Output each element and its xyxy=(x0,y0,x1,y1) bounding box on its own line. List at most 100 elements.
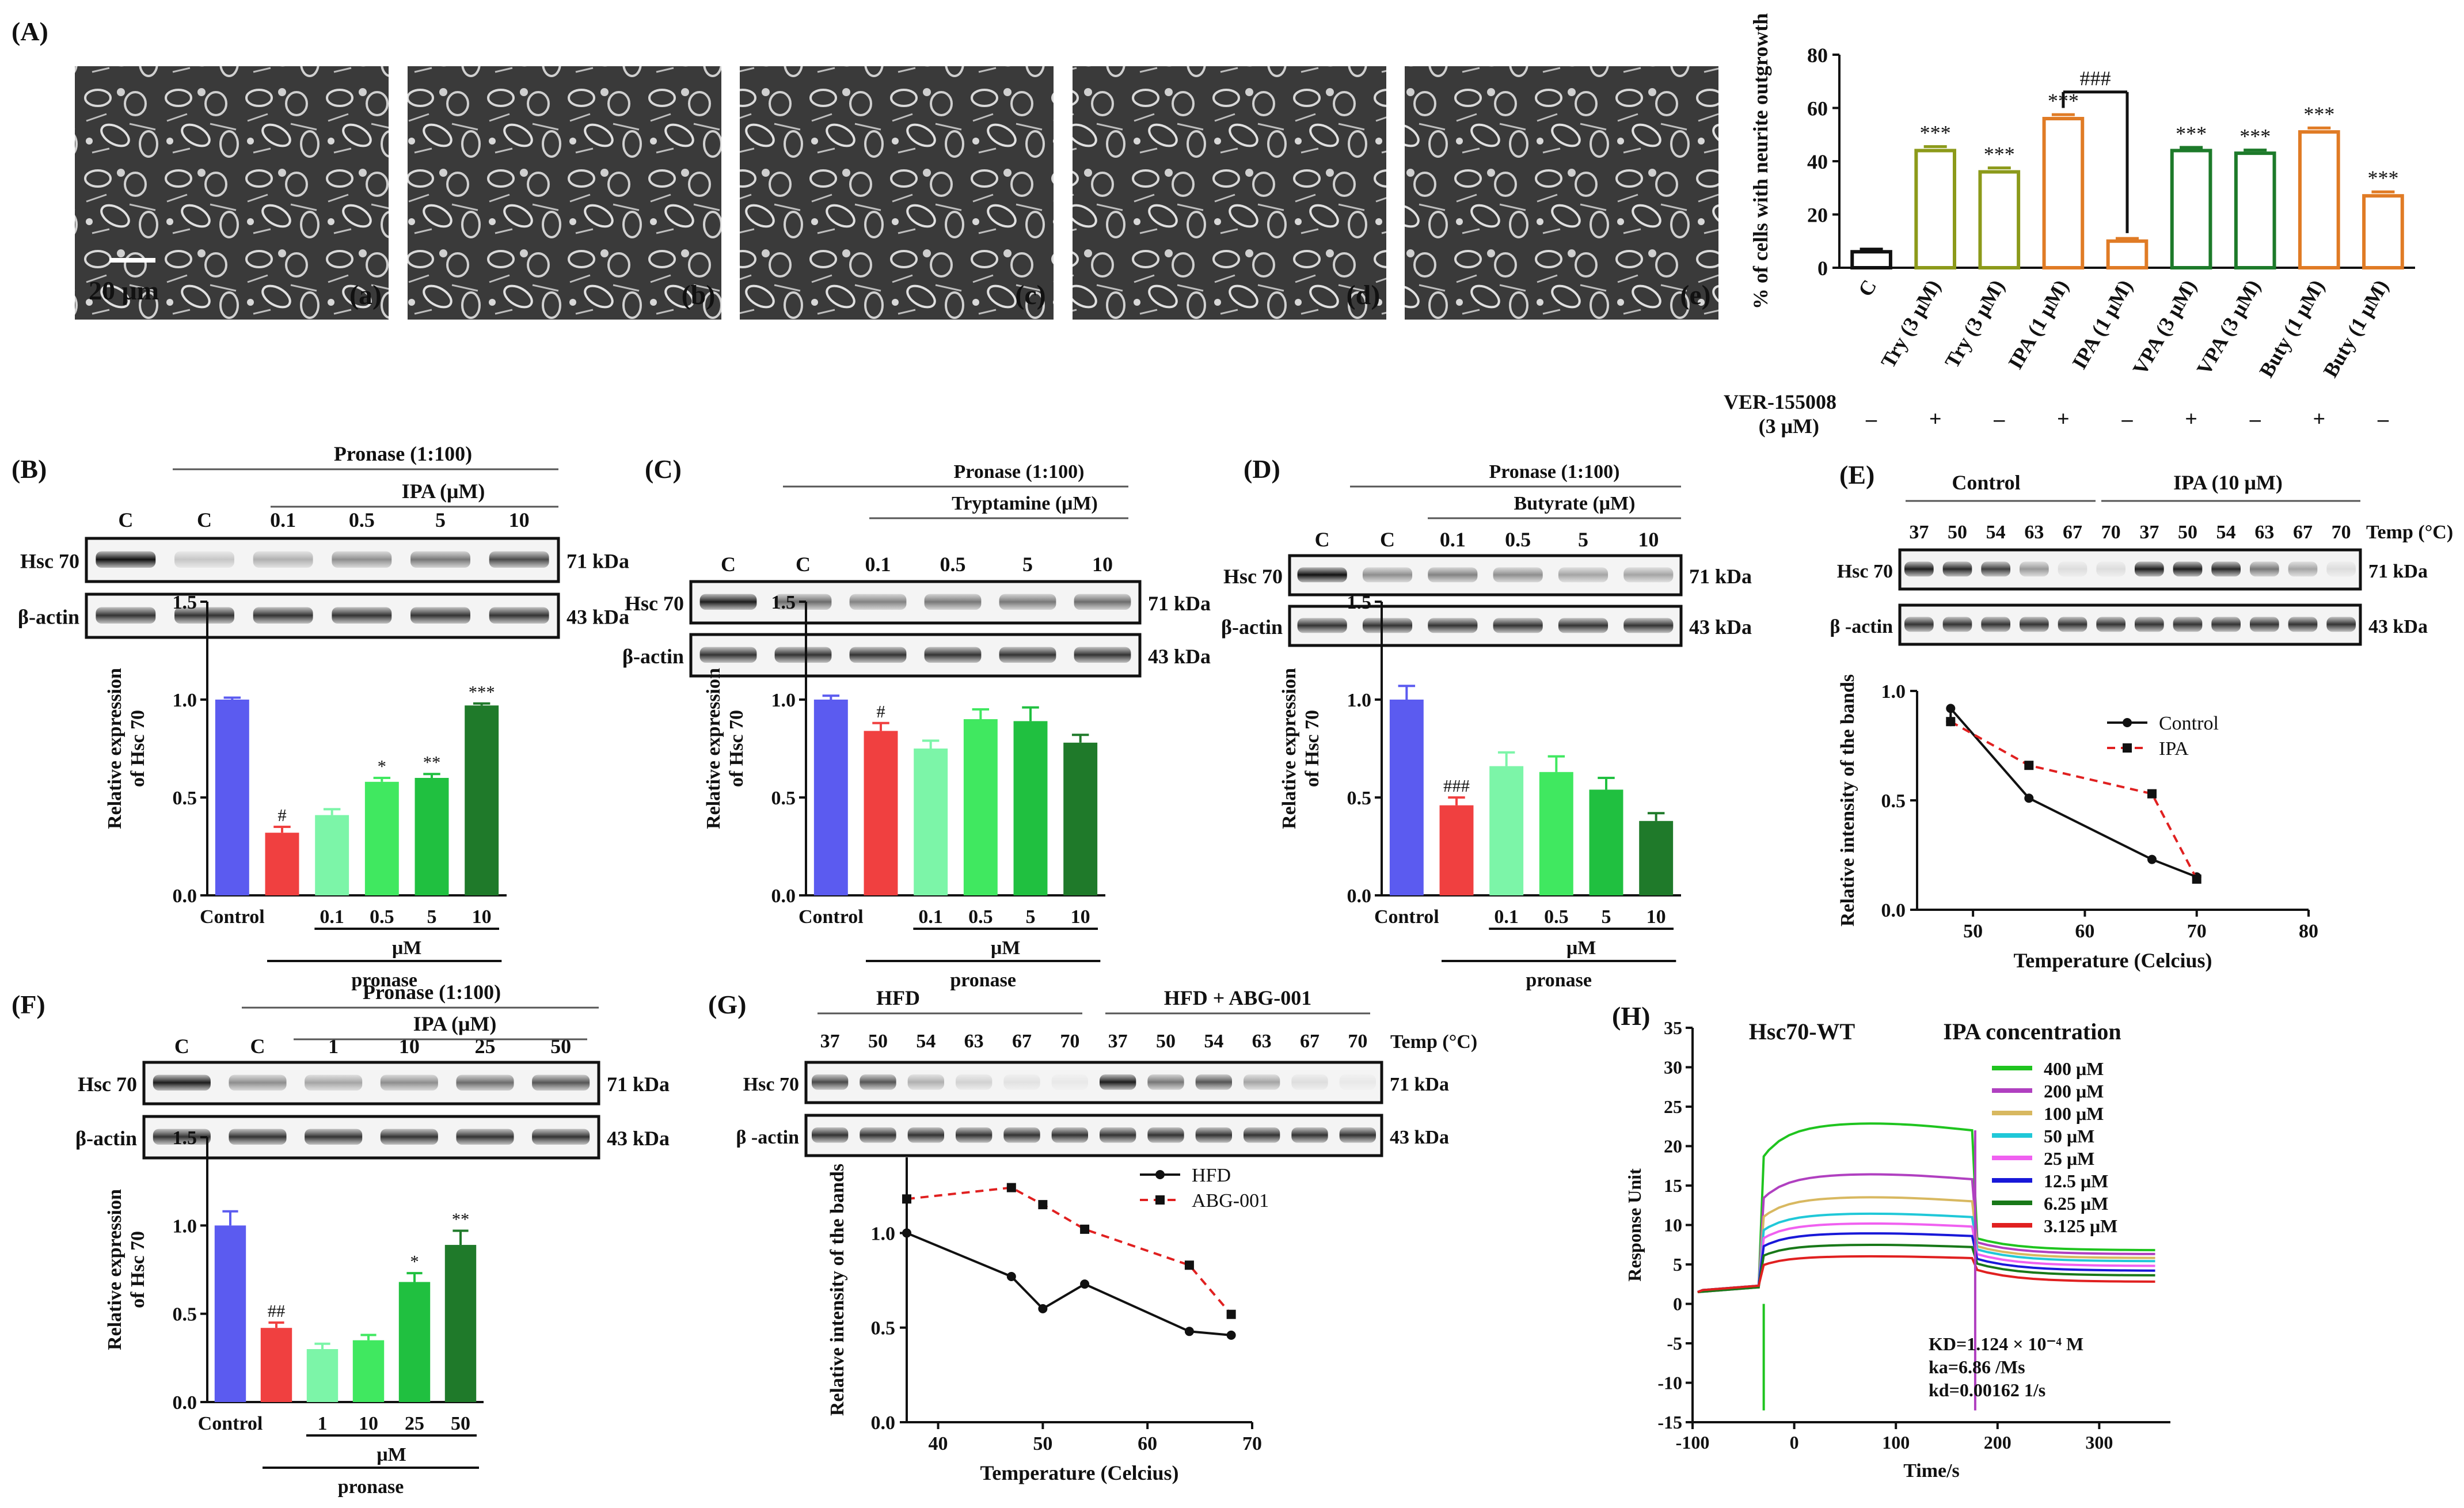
x-category-label: Buty (1 μM) xyxy=(2254,276,2329,381)
bar xyxy=(864,731,898,895)
blot-band xyxy=(924,594,982,610)
x-category-label: 50 xyxy=(451,1413,470,1434)
y-tick-label: 5 xyxy=(1673,1254,1682,1275)
group-label: HFD + ABG-001 xyxy=(1164,986,1312,1009)
blot-box xyxy=(689,633,1142,678)
x-tick-label: 60 xyxy=(1138,1433,1157,1454)
x-tick-label: 80 xyxy=(2299,921,2318,942)
bar xyxy=(1439,805,1474,895)
blot-band xyxy=(489,607,549,624)
blot-sub-label: Tryptamine (μM) xyxy=(952,493,1098,514)
blot-box xyxy=(1288,554,1683,597)
blot-band xyxy=(1147,1074,1184,1090)
ver-sign: – xyxy=(2377,407,2389,431)
y-tick-label: 0.0 xyxy=(771,886,796,907)
lane-label: 70 xyxy=(2332,522,2351,543)
legend-label: HFD xyxy=(1192,1165,1231,1186)
significance-mark: ## xyxy=(268,1301,286,1321)
blot-band xyxy=(2135,617,2164,632)
blot-box xyxy=(142,1061,600,1106)
micrograph-3: (d) xyxy=(1073,66,1386,320)
x-category-label: Control xyxy=(798,906,864,928)
blot-band xyxy=(2020,561,2049,577)
blot-band xyxy=(332,551,392,568)
blot-band xyxy=(812,1127,849,1143)
blot-band xyxy=(253,551,313,568)
blot-band xyxy=(410,551,470,568)
lane-label: 5 xyxy=(1022,553,1033,576)
blot-band xyxy=(907,1074,944,1090)
data-point xyxy=(1184,1260,1194,1270)
x-category-label: 10 xyxy=(1647,906,1666,928)
lane-label: 0.1 xyxy=(1440,528,1466,551)
blot-band xyxy=(849,647,907,663)
y-axis-label-2: of Hsc 70 xyxy=(1302,710,1323,787)
lane-label: 54 xyxy=(1204,1031,1223,1052)
lane-label: 67 xyxy=(1300,1031,1320,1052)
y-tick-label: 1.0 xyxy=(173,1215,197,1237)
blot-band xyxy=(1297,567,1347,583)
blot-row-label: β-actin xyxy=(1221,616,1283,639)
bar xyxy=(398,1282,431,1402)
blot-kda-label: 43 kDa xyxy=(1148,645,1211,668)
significance-mark: # xyxy=(277,806,286,825)
legend-label: IPA xyxy=(2159,738,2189,759)
lane-label: 63 xyxy=(2024,522,2044,543)
legend-label: 200 μM xyxy=(2044,1081,2104,1101)
series-line xyxy=(1950,720,2198,880)
legend-label: ABG-001 xyxy=(1192,1190,1269,1211)
lane-label: C xyxy=(721,553,736,576)
blot-band xyxy=(1147,1127,1184,1143)
blot-band xyxy=(489,551,549,568)
x-sub-label: pronase xyxy=(950,970,1016,991)
blot-kda-label: 71 kDa xyxy=(607,1073,670,1096)
significance-stars: *** xyxy=(2367,166,2398,189)
x-category-label: Control xyxy=(1374,906,1439,928)
legend-label: 12.5 μM xyxy=(2044,1171,2108,1191)
micrograph-sublabel: (d) xyxy=(1347,280,1381,310)
western-blot-blot_B: Hsc 70 71 kDa β-actin 43 kDa C C 0.1 0.5 5 10 Pron… xyxy=(18,442,629,639)
blot-band xyxy=(532,1129,590,1145)
blot-band xyxy=(1623,567,1674,583)
bar xyxy=(2042,117,2085,269)
blot-band xyxy=(229,1129,287,1145)
blot-band xyxy=(860,1074,896,1090)
blot-kda-label: 43 kDa xyxy=(607,1127,670,1150)
data-point xyxy=(1006,1183,1016,1192)
legend-marker xyxy=(1155,1195,1165,1205)
micrograph-image xyxy=(1405,66,1718,320)
ver-label-2: (3 μM) xyxy=(1759,415,1819,438)
y-tick-label: 0.0 xyxy=(173,886,197,907)
x-category-label: VPA (3 μM) xyxy=(2128,276,2201,379)
blot-box xyxy=(689,580,1142,625)
blot-band xyxy=(1981,617,2010,632)
blot-row-label: β -actin xyxy=(736,1127,799,1148)
y-tick-label: 1.0 xyxy=(871,1223,896,1244)
scale-bar-label: 20 μm xyxy=(89,276,159,305)
blot-band xyxy=(1195,1074,1232,1090)
lane-label: 10 xyxy=(399,1035,420,1058)
data-point xyxy=(2147,789,2157,799)
micrograph-0: (a) xyxy=(75,66,389,320)
data-point xyxy=(902,1194,911,1204)
lane-label: 50 xyxy=(1156,1031,1176,1052)
y-tick-label: 0.0 xyxy=(1347,886,1372,907)
blot-band xyxy=(96,607,156,624)
bar xyxy=(415,778,449,895)
x-category-label: IPA (1 μM) xyxy=(2067,276,2136,373)
x-unit-label: μM xyxy=(991,937,1020,959)
blot-band xyxy=(1074,647,1131,663)
bar xyxy=(1013,721,1048,895)
y-axis-label: Relative expression xyxy=(104,1189,126,1350)
data-point xyxy=(1226,1309,1236,1319)
y-tick-label: 0.5 xyxy=(1347,788,1372,809)
data-point xyxy=(1946,704,1956,713)
x-category-label: 0.1 xyxy=(320,906,344,928)
blot-row-label: β-actin xyxy=(18,606,79,629)
bar xyxy=(1063,742,1098,895)
y-tick-label: 40 xyxy=(1807,150,1828,173)
blot-band xyxy=(1051,1074,1088,1090)
series-line xyxy=(906,1186,1233,1316)
blot-band xyxy=(1942,561,1972,577)
blot-row-label: β -actin xyxy=(1830,616,1893,637)
